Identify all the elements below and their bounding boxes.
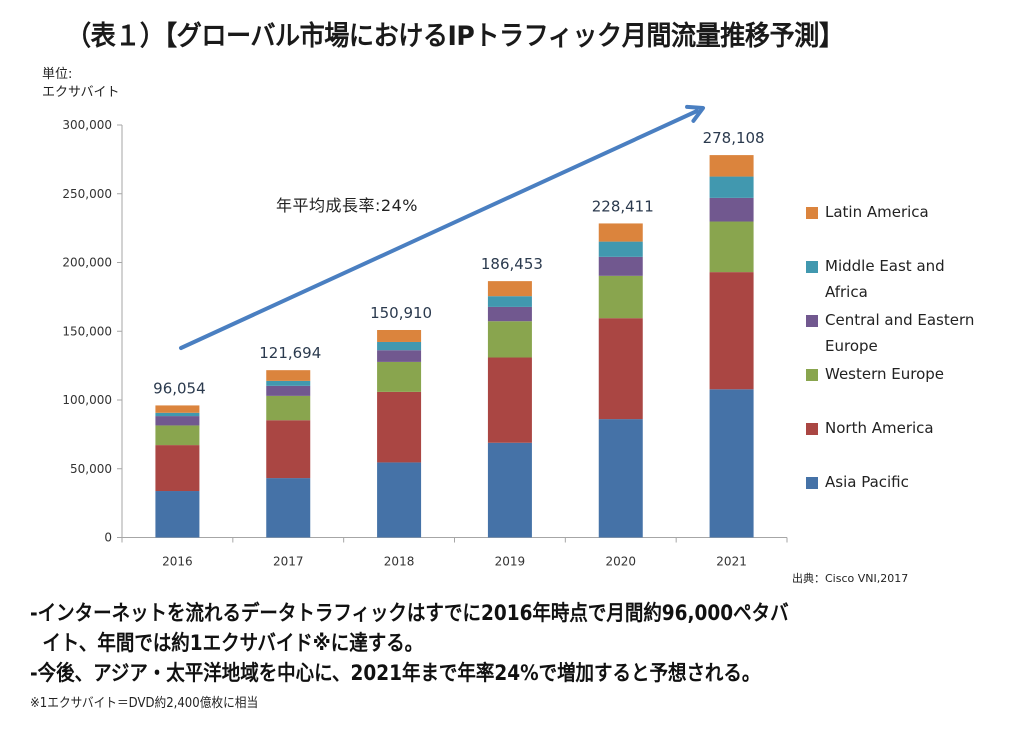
source-citation: 出典：Cisco VNI,2017 — [792, 572, 909, 585]
total-label: 186,453 — [481, 255, 543, 273]
x-tick-label: 2020 — [605, 555, 636, 569]
note-line-2: イト、年間では約1エクサバイド※に達する。 — [42, 631, 424, 655]
total-label: 121,694 — [259, 344, 321, 362]
bar-segment-latin-america — [377, 329, 422, 342]
total-label: 228,411 — [592, 197, 654, 215]
bar-segment-western-europe — [266, 395, 311, 421]
y-tick-label: 0 — [104, 531, 112, 545]
bar-segment-western-europe — [155, 425, 200, 446]
legend-swatch — [806, 477, 818, 489]
bar-stack-2021 — [709, 155, 754, 538]
legend-swatch — [806, 369, 818, 381]
bar-segment-latin-america — [598, 223, 643, 242]
bar-segment-central-and-eastern-europe — [155, 416, 200, 426]
bar-segment-middle-east-and-africa — [598, 241, 643, 257]
x-tick-label: 2016 — [162, 555, 193, 569]
bar-segment-north-america — [487, 357, 532, 443]
unit-label: 単位: エクサバイト — [42, 66, 119, 102]
bar-segment-asia-pacific — [598, 419, 643, 538]
unit-label-line1: 単位: — [42, 67, 73, 82]
bar-segment-north-america — [266, 420, 311, 479]
legend-item-asia-pacific: Asia Pacific — [806, 473, 975, 495]
bar-segment-middle-east-and-africa — [709, 176, 754, 198]
legend-swatch — [806, 315, 818, 327]
bar-segment-middle-east-and-africa — [266, 380, 311, 386]
x-tick-label: 2017 — [273, 555, 304, 569]
stacked-bar-chart: 0 50,000 100,000 150,000 200,000 250,000 300,0… — [62, 104, 788, 569]
legend-swatch — [806, 207, 818, 219]
legend-item-middle-east-and-africa: Middle East and Africa — [806, 257, 975, 305]
bar-segment-western-europe — [598, 275, 643, 319]
bar-stack-2018 — [377, 329, 422, 538]
bar-segment-asia-pacific — [487, 442, 532, 538]
legend-label: Western Europe — [825, 365, 945, 383]
total-label: 150,910 — [370, 304, 432, 322]
bar-segment-central-and-eastern-europe — [709, 197, 754, 222]
x-tick-label: 2021 — [716, 555, 747, 569]
y-tick-label: 50,000 — [70, 462, 112, 476]
x-tick-label: 2019 — [495, 555, 526, 569]
growth-arrow — [179, 104, 705, 350]
note-line-3: -今後、アジア・太平洋地域を中心に、2021年まで年率24%で増加すると予想され… — [30, 661, 761, 685]
bar-segment-western-europe — [709, 221, 754, 273]
page-title: （表１）【グローバル市場におけるIPトラフィック月間流量推移予測】 — [66, 21, 844, 52]
bar-segment-middle-east-and-africa — [487, 296, 532, 307]
bar-segment-north-america — [709, 272, 754, 390]
bar-segment-central-and-eastern-europe — [266, 385, 311, 396]
bar-segment-central-and-eastern-europe — [377, 350, 422, 362]
growth-rate-annotation: 年平均成長率:24% — [276, 196, 418, 215]
bar-stack-2020 — [598, 223, 643, 538]
legend-item-central-and-eastern-europe: Central and Eastern Europe — [806, 311, 975, 359]
legend-swatch — [806, 261, 818, 273]
bar-segment-north-america — [377, 391, 422, 463]
y-axis: 0 50,000 100,000 150,000 200,000 250,000 300,0… — [62, 118, 123, 545]
total-label: 96,054 — [153, 379, 206, 397]
bar-segment-asia-pacific — [155, 491, 200, 538]
x-axis: 2016 2017 2018 2019 2020 2021 — [121, 537, 788, 569]
y-tick-label: 200,000 — [62, 256, 112, 270]
total-labels: 96,054 121,694 150,910 186,453 228,411 278,10… — [153, 129, 764, 397]
bar-segment-central-and-eastern-europe — [487, 306, 532, 322]
bars — [155, 155, 754, 538]
bar-segment-asia-pacific — [266, 478, 311, 538]
bar-segment-asia-pacific — [377, 462, 422, 538]
bar-segment-latin-america — [709, 155, 754, 177]
legend-item-western-europe: Western Europe — [806, 365, 975, 387]
bar-segment-middle-east-and-africa — [377, 341, 422, 351]
note-line-1: -インターネットを流れるデータトラフィックはすでに2016年時点で月間約96,0… — [30, 601, 789, 625]
bar-stack-2019 — [487, 281, 532, 538]
bar-segment-central-and-eastern-europe — [598, 256, 643, 276]
y-tick-label: 150,000 — [62, 324, 112, 338]
bar-segment-western-europe — [487, 321, 532, 358]
bar-segment-western-europe — [377, 361, 422, 392]
growth-arrow-head — [685, 104, 705, 123]
growth-arrow-line — [179, 109, 699, 350]
bar-segment-middle-east-and-africa — [155, 412, 200, 417]
bar-segment-north-america — [598, 318, 643, 420]
unit-label-line2: エクサバイト — [42, 85, 120, 100]
y-tick-label: 100,000 — [62, 393, 112, 407]
legend-item-north-america: North America — [806, 419, 975, 441]
legend-label: Latin America — [825, 203, 929, 221]
y-tick-label: 250,000 — [62, 187, 112, 201]
bar-stack-2016 — [155, 405, 200, 538]
legend-label: Asia Pacific — [825, 473, 909, 491]
x-tick-label: 2018 — [384, 555, 415, 569]
legend-swatch — [806, 423, 818, 435]
legend-label: Central and Eastern Europe — [825, 311, 975, 355]
footnote: ※1エクサバイト＝DVD約2,400億枚に相当 — [30, 696, 259, 711]
bar-segment-latin-america — [266, 370, 311, 381]
bar-segment-latin-america — [155, 405, 200, 413]
legend-label: North America — [825, 419, 934, 437]
bar-segment-north-america — [155, 445, 200, 492]
legend-item-latin-america: Latin America — [806, 203, 975, 225]
bar-segment-latin-america — [487, 281, 532, 297]
legend-label: Middle East and Africa — [825, 257, 945, 301]
y-tick-label: 300,000 — [62, 118, 112, 132]
bar-segment-asia-pacific — [709, 389, 754, 538]
notes: -インターネットを流れるデータトラフィックはすでに2016年時点で月間約96,0… — [30, 598, 1010, 714]
total-label: 278,108 — [703, 129, 765, 147]
bar-stack-2017 — [266, 370, 311, 538]
